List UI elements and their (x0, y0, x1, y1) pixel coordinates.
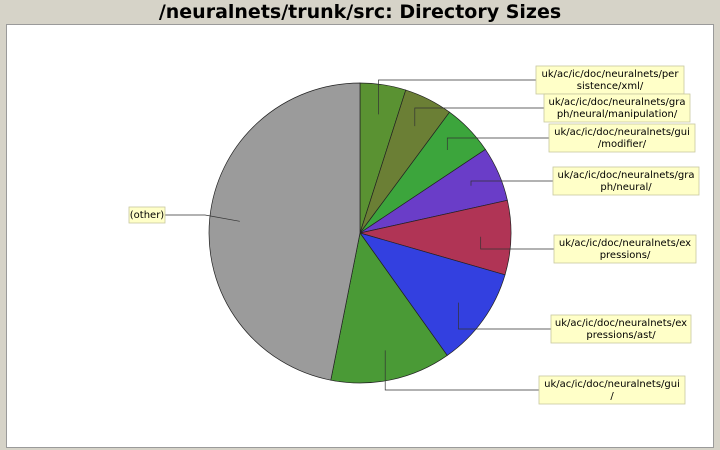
slice-label: sistence/xml/ (577, 81, 644, 92)
slice-label: uk/ac/ic/doc/neuralnets/gra (558, 170, 695, 181)
label-box (550, 314, 692, 344)
slice-label: uk/ac/ic/doc/neuralnets/gui (554, 127, 690, 138)
label-box (552, 166, 700, 196)
leader-line (414, 107, 544, 127)
leader-line (446, 137, 549, 150)
pie-slice (330, 232, 448, 384)
slice-label: uk/ac/ic/doc/neuralnets/ex (555, 318, 687, 329)
slice-label: uk/ac/ic/doc/neuralnets/gra (549, 97, 686, 108)
label-box (543, 93, 691, 123)
pie-slice (359, 232, 506, 356)
slice-label: ph/neural/manipulation/ (557, 109, 678, 120)
label-box (553, 234, 697, 264)
leader-line (458, 302, 551, 330)
label-box (538, 375, 686, 405)
slice-label: uk/ac/ic/doc/neuralnets/gui (544, 379, 680, 390)
chart-title: /neuralnets/trunk/src: Directory Sizes (158, 1, 562, 23)
leader-line (378, 79, 536, 115)
slice-label: uk/ac/ic/doc/neuralnets/ex (559, 238, 691, 249)
pie-slice (208, 82, 361, 381)
slice-label: pressions/ (600, 250, 651, 261)
leader-line (165, 214, 240, 222)
leader-line (470, 180, 553, 186)
leader-line (384, 350, 539, 391)
slice-label: ph/neural/ (600, 182, 652, 193)
label-box (548, 123, 696, 153)
label-box (128, 206, 166, 224)
leader-line (480, 236, 554, 250)
slice-label: pressions/ast/ (586, 330, 656, 341)
slice-label: uk/ac/ic/doc/neuralnets/per (542, 69, 680, 80)
slice-label: / (610, 391, 614, 402)
slice-label: (other) (130, 210, 165, 221)
slice-label: /modifier/ (598, 139, 647, 150)
